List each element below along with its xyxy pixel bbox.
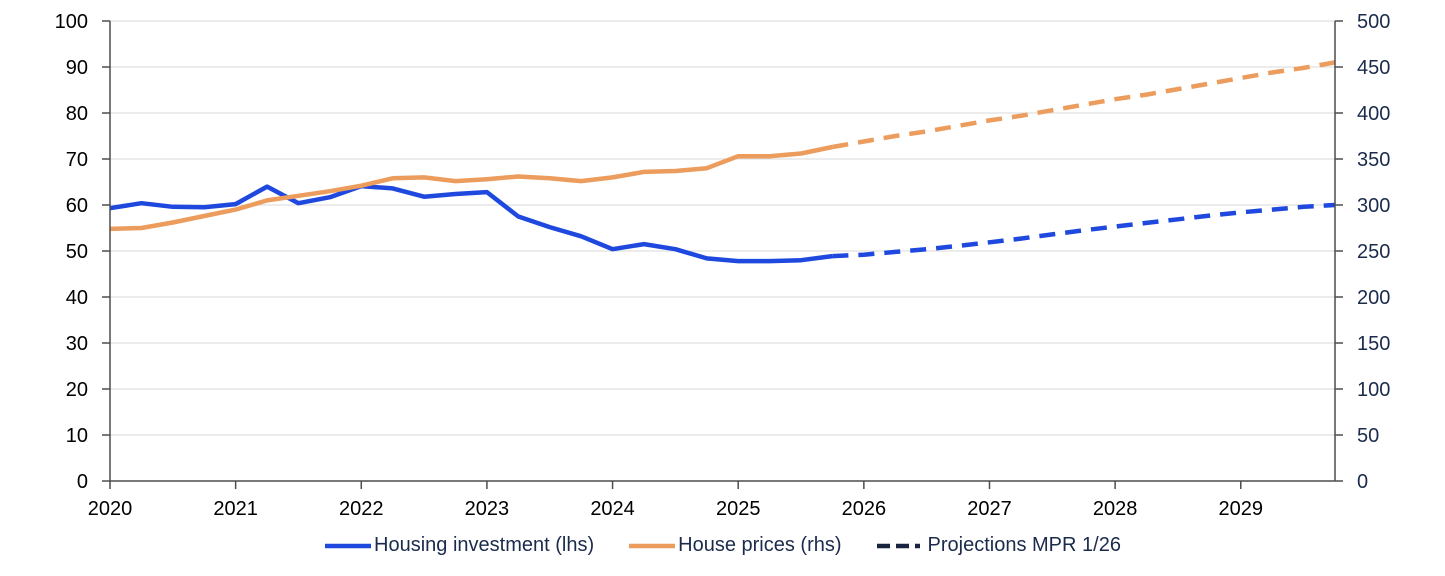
housing-investment-line-swatch-icon	[325, 543, 372, 548]
x-axis-tick-label: 2020	[88, 498, 133, 520]
right-axis-tick-label: 500	[1357, 11, 1390, 33]
series-house-prices-rhs-	[109, 144, 833, 232]
left-axis-tick-label: 20	[66, 379, 88, 401]
right-axis-tick-label: 100	[1357, 379, 1390, 401]
legend-item-projections: Projections MPR 1/26	[876, 534, 1121, 557]
right-axis-tick-label: 350	[1357, 149, 1390, 171]
right-axis-tick-label: 300	[1357, 195, 1390, 217]
right-axis-tick-label: 400	[1357, 103, 1390, 125]
right-axis-tick-label: 50	[1357, 425, 1379, 447]
legend-label-housing-investment: Housing investment (lhs)	[374, 534, 595, 556]
legend-label-projections: Projections MPR 1/26	[927, 534, 1121, 556]
series-housing-investment-projection-mpr-1-26	[832, 202, 1336, 259]
legend-item-housing-investment: Housing investment (lhs)	[324, 534, 594, 557]
x-axis-tick-label: 2021	[213, 498, 258, 520]
x-axis-tick-label: 2026	[842, 498, 887, 520]
left-axis-tick-label: 10	[66, 425, 88, 447]
left-axis-tick-label: 50	[66, 241, 88, 263]
x-axis-tick-label: 2024	[590, 498, 635, 520]
projections-dashed-line-swatch-icon	[876, 543, 925, 548]
x-axis-tick-label: 2028	[1093, 498, 1138, 520]
legend-item-house-prices: House prices (rhs)	[628, 534, 842, 557]
x-axis-tick-label: 2022	[339, 498, 384, 520]
left-axis-tick-label: 0	[77, 471, 88, 493]
left-axis-tick-label: 60	[66, 195, 88, 217]
right-axis-tick-label: 250	[1357, 241, 1390, 263]
series-housing-investment-lhs-	[109, 183, 833, 264]
left-axis-tick-label: 90	[66, 57, 88, 79]
x-axis-tick-label: 2025	[716, 498, 761, 520]
right-axis-tick-label: 450	[1357, 57, 1390, 79]
house-prices-line-swatch-icon	[629, 543, 676, 548]
left-axis-tick-label: 80	[66, 103, 88, 125]
right-axis-tick-label: 150	[1357, 333, 1390, 355]
x-axis-tick-label: 2023	[465, 498, 510, 520]
left-axis-tick-label: 30	[66, 333, 88, 355]
right-axis-tick-label: 200	[1357, 287, 1390, 309]
x-axis-tick-label: 2027	[967, 498, 1012, 520]
series-house-prices-projection-mpr-1-26	[832, 60, 1336, 150]
left-axis-tick-label: 70	[66, 149, 88, 171]
right-axis-tick-label: 0	[1357, 471, 1368, 493]
left-axis-tick-label: 100	[55, 11, 88, 33]
chart-legend: Housing investment (lhs) House prices (r…	[0, 534, 1445, 557]
left-axis-tick-label: 40	[66, 287, 88, 309]
legend-label-house-prices: House prices (rhs)	[678, 534, 842, 556]
x-axis-tick-label: 2029	[1219, 498, 1264, 520]
